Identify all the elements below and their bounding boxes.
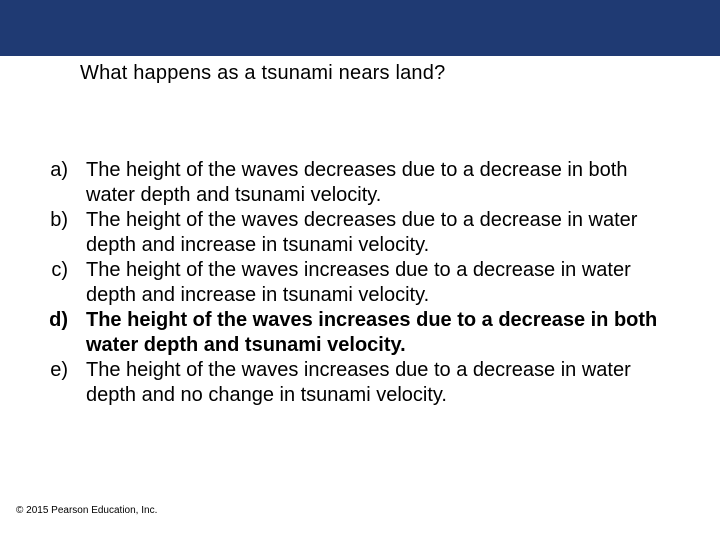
- answer-marker: b): [40, 208, 74, 233]
- answer-marker: d): [40, 308, 74, 333]
- answer-marker: e): [40, 358, 74, 383]
- answer-text: The height of the waves increases due to…: [74, 358, 680, 408]
- copyright-text: © 2015 Pearson Education, Inc.: [16, 505, 157, 516]
- answer-option-d: d) The height of the waves increases due…: [40, 308, 680, 358]
- answer-option-b: b) The height of the waves decreases due…: [40, 208, 680, 258]
- answer-list: a) The height of the waves decreases due…: [40, 158, 680, 408]
- title-bar: [0, 0, 720, 56]
- answer-text: The height of the waves decreases due to…: [74, 208, 680, 258]
- answer-option-e: e) The height of the waves increases due…: [40, 358, 680, 408]
- answer-marker: a): [40, 158, 74, 183]
- answer-option-a: a) The height of the waves decreases due…: [40, 158, 680, 208]
- answer-text: The height of the waves increases due to…: [74, 308, 680, 358]
- answer-text: The height of the waves increases due to…: [74, 258, 680, 308]
- question-text: What happens as a tsunami nears land?: [80, 62, 445, 85]
- answer-marker: c): [40, 258, 74, 283]
- answer-option-c: c) The height of the waves increases due…: [40, 258, 680, 308]
- answer-text: The height of the waves decreases due to…: [74, 158, 680, 208]
